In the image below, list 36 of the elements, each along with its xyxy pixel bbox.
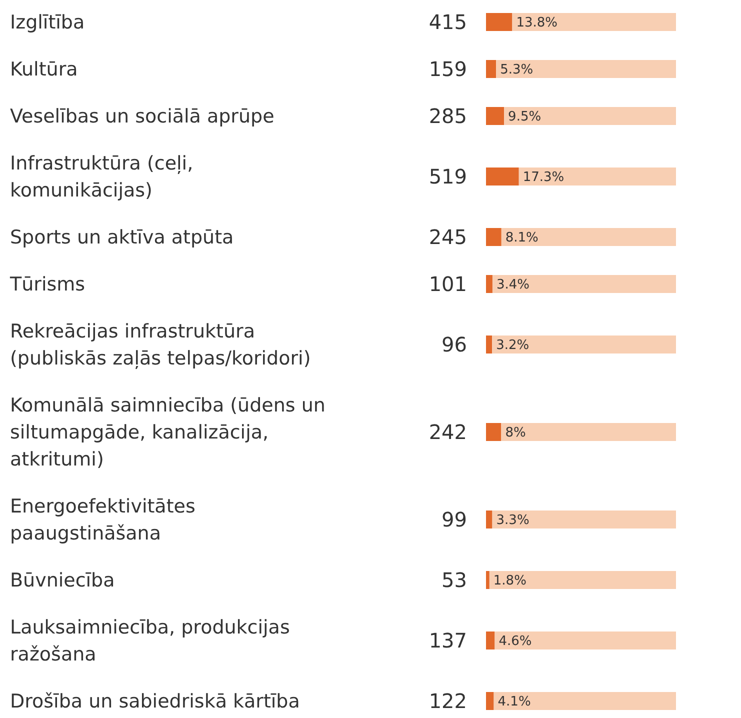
data-label: 4.6% bbox=[498, 634, 532, 650]
text: 242 bbox=[428, 420, 467, 444]
y-tick-label: Lauksaimniecība, produkcijas ražošana bbox=[10, 616, 290, 666]
y-tick-label: Sports un aktīva atpūta bbox=[10, 226, 234, 249]
y-tick-label: Kultūra bbox=[10, 58, 78, 81]
y-tick-label: Izglītība bbox=[10, 12, 85, 34]
data-label: 9.5% bbox=[508, 110, 542, 125]
text: 137 bbox=[428, 628, 467, 652]
text: 99 bbox=[442, 508, 467, 532]
data-label: 1.8% bbox=[493, 574, 526, 589]
data-label: 3.2% bbox=[496, 338, 530, 354]
data-label: 4.1% bbox=[498, 694, 531, 710]
text: 122 bbox=[428, 689, 467, 713]
text: 245 bbox=[428, 225, 467, 249]
data-label: 13.8% bbox=[516, 16, 558, 31]
y-tick-label: Rekreācijas infrastruktūra (publiskās zaļās telpas/koridori) bbox=[10, 320, 311, 370]
y-tick-label: Veselības un sociālā aprūpe bbox=[10, 106, 274, 128]
y-tick-label: Energoefektivitātes paaugstināšana bbox=[10, 496, 196, 545]
text: 96 bbox=[442, 332, 467, 356]
text: 53 bbox=[442, 568, 467, 592]
data-label: 3.4% bbox=[496, 278, 530, 293]
text: 159 bbox=[428, 57, 467, 81]
text: 285 bbox=[428, 104, 467, 128]
data-label: 3.3% bbox=[496, 513, 530, 528]
data-label: 8.1% bbox=[505, 230, 538, 246]
text: 519 bbox=[428, 164, 467, 188]
data-label: 17.3% bbox=[522, 170, 564, 186]
data-label: 8% bbox=[505, 426, 526, 441]
y-tick-label: Drošība un sabiedriskā kārtība bbox=[10, 690, 300, 713]
y-tick-label: Komunālā saimniecība (ūdens un siltumapgāde, kanalizācija, atkritumi) bbox=[10, 394, 326, 471]
y-tick-label: Būvniecība bbox=[10, 570, 115, 592]
text: 101 bbox=[428, 272, 467, 296]
data-label: 5.3% bbox=[500, 62, 534, 78]
y-tick-label: Infrastruktūra (ceļi, komunikācijas) bbox=[10, 152, 194, 202]
y-tick-label: Tūrisms bbox=[9, 274, 86, 296]
text: 415 bbox=[428, 10, 467, 34]
